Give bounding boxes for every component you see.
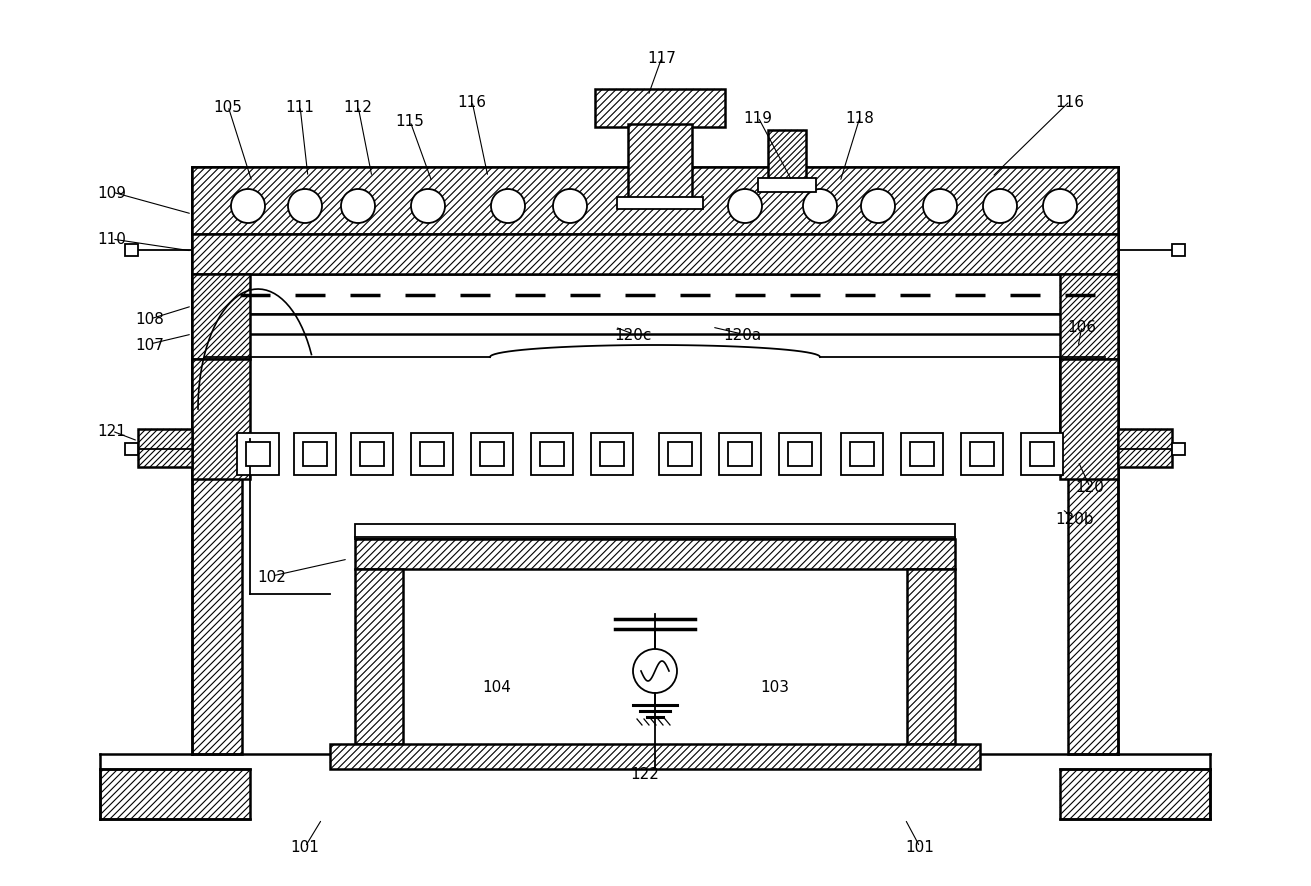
Bar xyxy=(779,433,821,476)
Text: 118: 118 xyxy=(846,111,874,125)
Text: 120b: 120b xyxy=(1055,512,1095,527)
Text: 107: 107 xyxy=(135,337,164,352)
Text: 111: 111 xyxy=(286,99,315,114)
Bar xyxy=(758,179,815,193)
Circle shape xyxy=(231,190,265,224)
Circle shape xyxy=(804,190,836,224)
Bar xyxy=(901,433,943,476)
Circle shape xyxy=(983,190,1017,224)
Bar xyxy=(1118,430,1172,468)
Circle shape xyxy=(633,649,676,693)
Bar xyxy=(480,442,503,466)
Text: 121: 121 xyxy=(97,424,126,439)
Text: 108: 108 xyxy=(135,312,164,327)
Bar xyxy=(617,198,703,210)
Bar xyxy=(125,444,138,455)
Text: 101: 101 xyxy=(906,840,935,854)
Bar xyxy=(1172,245,1185,257)
Circle shape xyxy=(492,190,524,224)
Bar xyxy=(412,433,454,476)
Bar xyxy=(355,570,402,744)
Bar xyxy=(1030,442,1054,466)
Bar xyxy=(659,433,701,476)
Bar xyxy=(351,433,393,476)
Bar xyxy=(907,570,954,744)
Bar xyxy=(728,442,753,466)
Text: 120c: 120c xyxy=(615,327,652,342)
Text: 110: 110 xyxy=(97,232,126,247)
Bar xyxy=(330,744,981,769)
Text: 117: 117 xyxy=(648,51,676,66)
Bar xyxy=(788,442,812,466)
Bar xyxy=(1172,444,1185,455)
Text: 116: 116 xyxy=(458,95,486,109)
Bar xyxy=(191,167,243,754)
Bar xyxy=(540,442,564,466)
Bar xyxy=(768,131,806,183)
Bar xyxy=(910,442,933,466)
Circle shape xyxy=(288,190,323,224)
Bar xyxy=(303,442,326,466)
Text: 112: 112 xyxy=(343,99,372,114)
Text: 122: 122 xyxy=(631,766,659,781)
Bar xyxy=(205,315,1105,335)
Bar xyxy=(191,167,1118,235)
Bar xyxy=(595,89,725,128)
Circle shape xyxy=(1044,190,1078,224)
Bar xyxy=(1061,275,1118,360)
Bar xyxy=(246,442,270,466)
Bar xyxy=(191,275,250,360)
Text: 115: 115 xyxy=(396,114,425,129)
Text: 102: 102 xyxy=(257,569,286,584)
Bar xyxy=(840,433,884,476)
Bar xyxy=(471,433,513,476)
Text: 104: 104 xyxy=(482,680,511,695)
Bar xyxy=(531,433,573,476)
Text: 116: 116 xyxy=(1055,95,1084,109)
Text: 105: 105 xyxy=(214,99,243,114)
Bar xyxy=(970,442,994,466)
Bar xyxy=(125,245,138,257)
Text: 120: 120 xyxy=(1075,480,1104,495)
Bar xyxy=(1061,769,1210,819)
Bar xyxy=(628,125,692,199)
Bar xyxy=(420,442,444,466)
Bar xyxy=(294,433,336,476)
Text: 106: 106 xyxy=(1067,319,1096,334)
Text: 120a: 120a xyxy=(722,327,762,342)
Bar xyxy=(850,442,874,466)
Bar xyxy=(669,442,692,466)
Circle shape xyxy=(861,190,895,224)
Bar xyxy=(355,540,954,570)
Bar xyxy=(100,769,250,819)
Bar xyxy=(591,433,633,476)
Text: 101: 101 xyxy=(291,840,320,854)
Text: 119: 119 xyxy=(743,111,772,125)
Bar xyxy=(355,525,954,540)
Bar xyxy=(191,235,1118,275)
Bar xyxy=(961,433,1003,476)
Bar xyxy=(191,275,1118,315)
Circle shape xyxy=(412,190,444,224)
Circle shape xyxy=(341,190,375,224)
Bar xyxy=(1061,360,1118,479)
Bar xyxy=(237,433,279,476)
Text: 109: 109 xyxy=(97,185,126,200)
Circle shape xyxy=(923,190,957,224)
Bar xyxy=(718,433,760,476)
Bar xyxy=(600,442,624,466)
Bar xyxy=(361,442,384,466)
Circle shape xyxy=(728,190,762,224)
Text: 103: 103 xyxy=(760,680,789,695)
Bar xyxy=(191,360,250,479)
Bar xyxy=(1021,433,1063,476)
Bar xyxy=(138,430,191,468)
Circle shape xyxy=(553,190,587,224)
Bar xyxy=(1068,167,1118,754)
